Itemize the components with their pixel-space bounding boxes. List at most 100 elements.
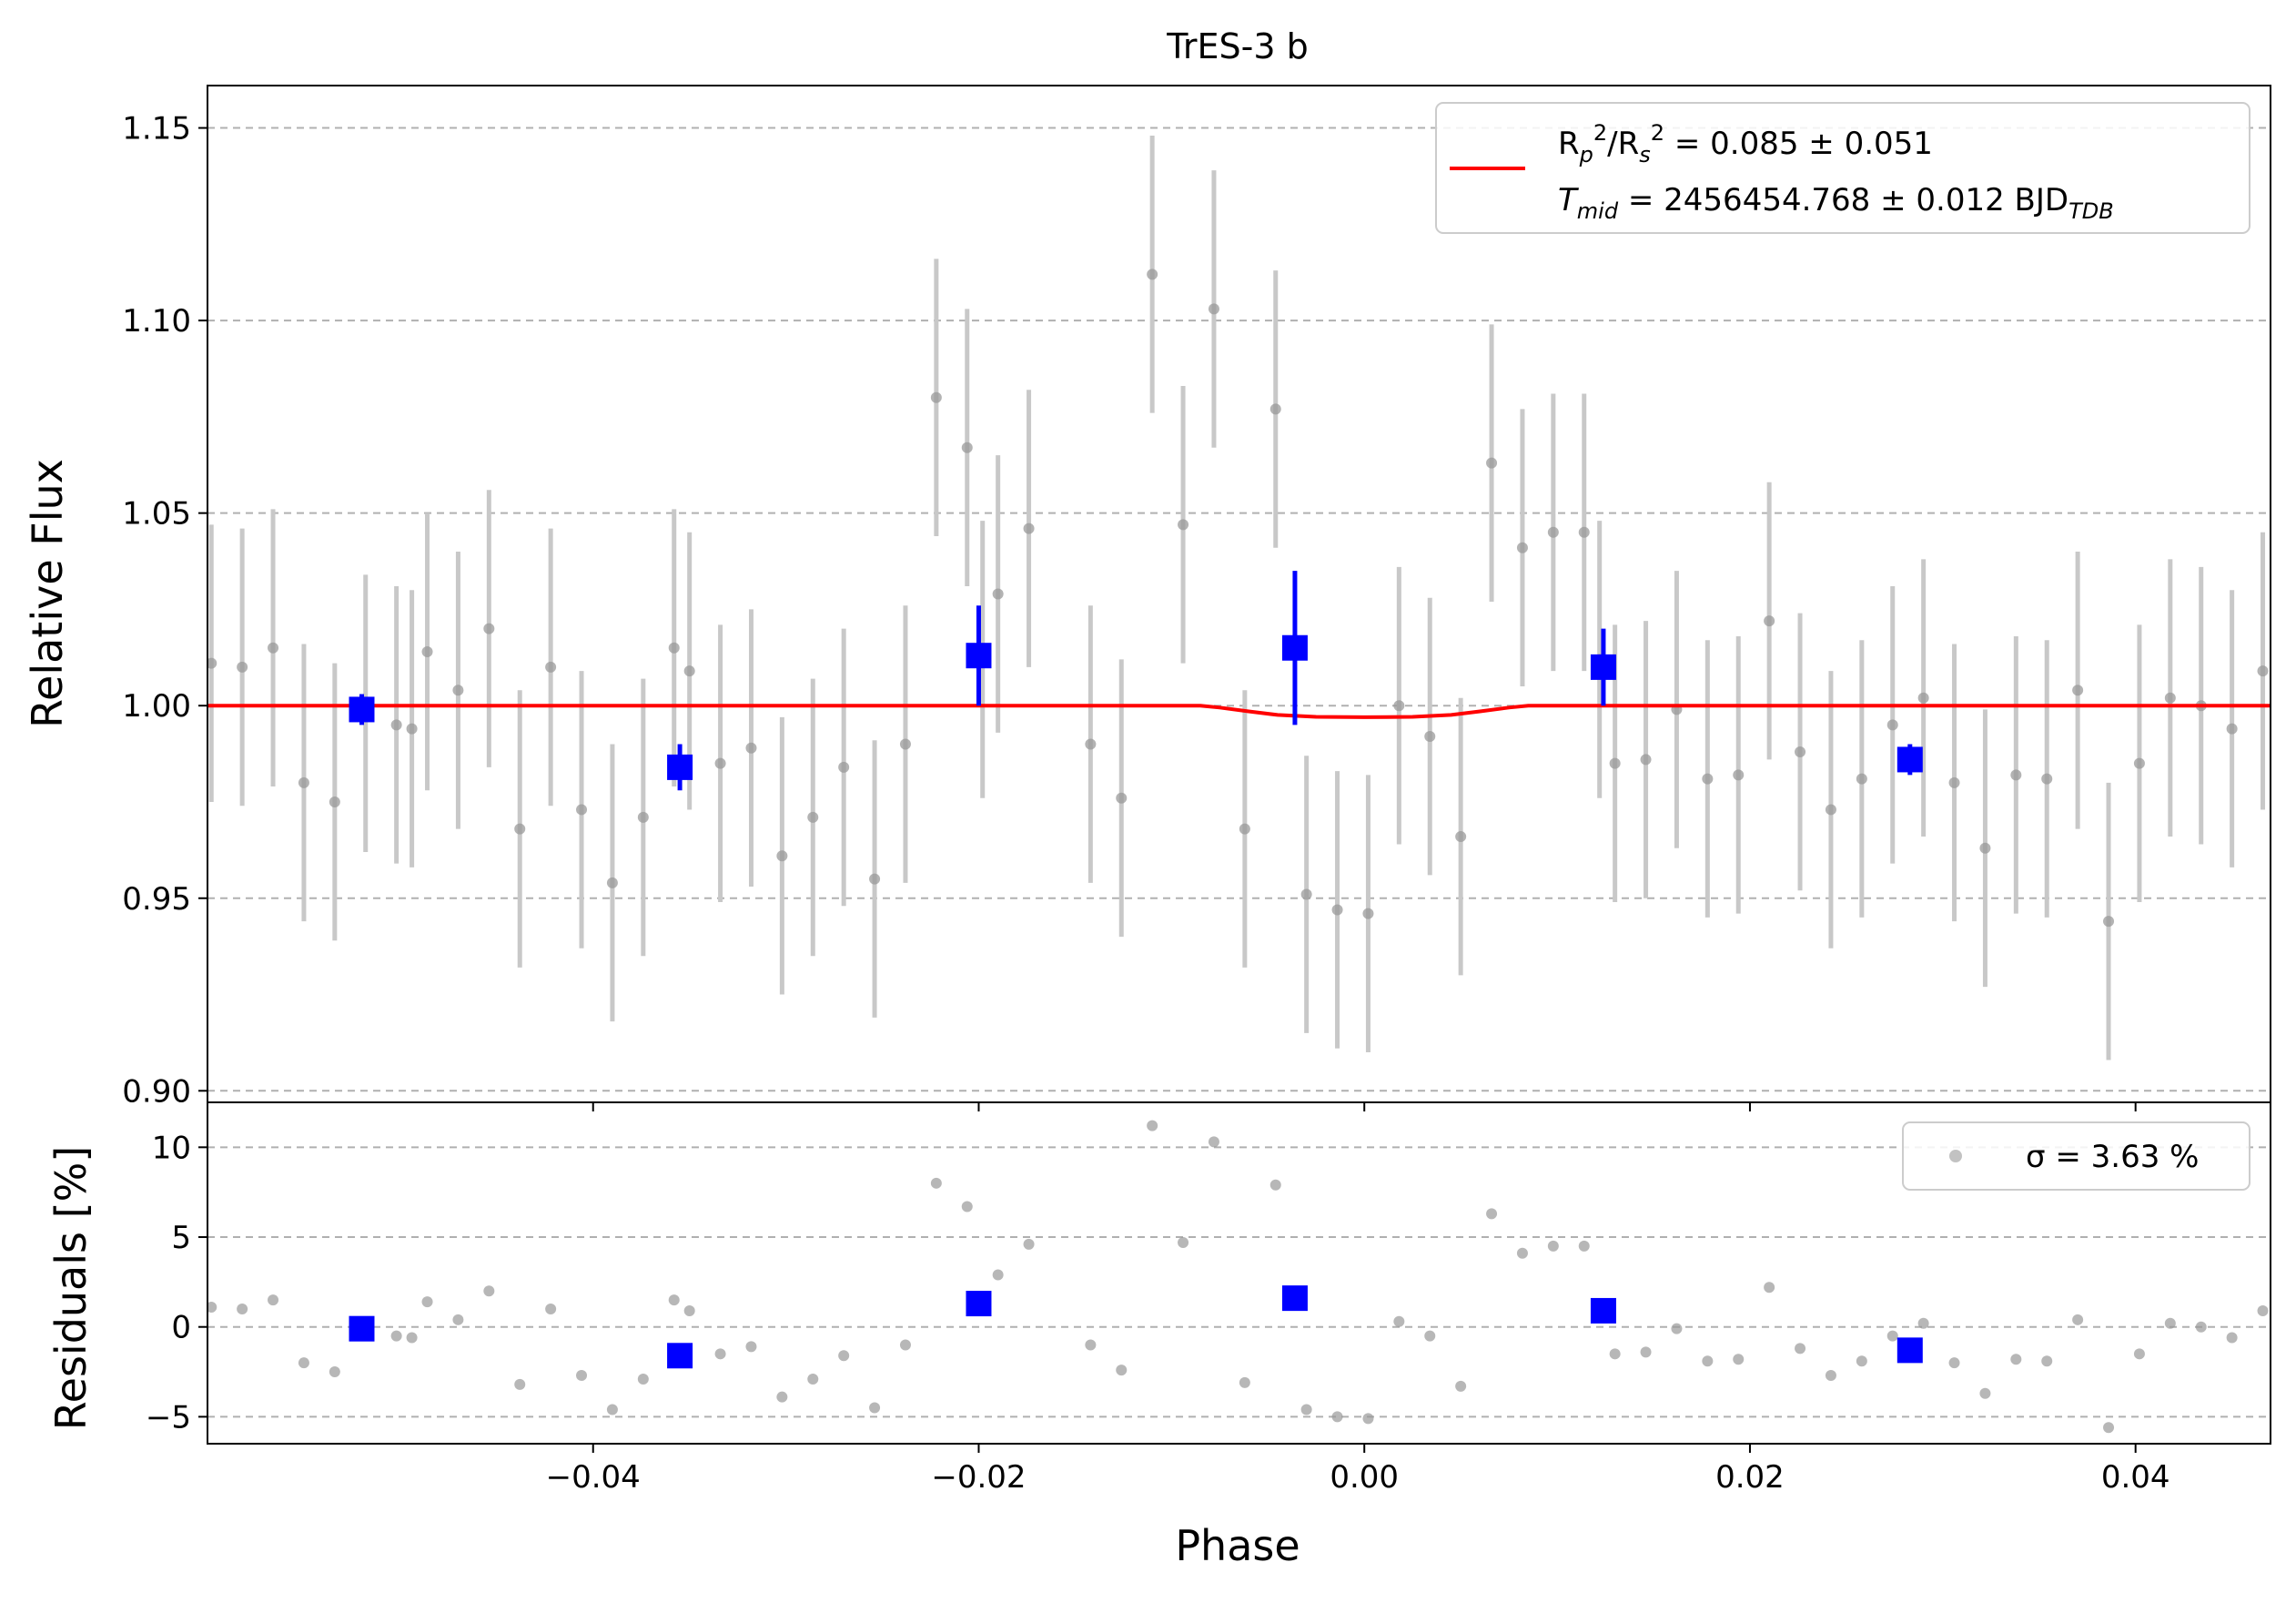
binned-flux-point — [667, 754, 693, 780]
flux-y-tick-label: 0.95 — [122, 881, 191, 918]
raw-residual-point — [992, 1269, 1004, 1281]
raw-residual-point — [483, 1285, 495, 1297]
raw-residual-point — [1886, 1330, 1898, 1342]
binned-flux-point — [349, 696, 375, 723]
residuals-panel-frame — [207, 1101, 2271, 1445]
raw-residual-point — [2010, 1354, 2022, 1365]
raw-residual-point — [1147, 1120, 1158, 1131]
raw-flux-point — [838, 761, 850, 773]
raw-residual-point — [1825, 1370, 1836, 1381]
raw-flux-point — [1516, 542, 1528, 553]
raw-flux-point — [298, 776, 309, 788]
raw-residual-point — [2164, 1317, 2176, 1329]
raw-flux-point — [421, 645, 433, 657]
raw-flux-point — [406, 723, 418, 735]
raw-flux-point — [1733, 769, 1745, 781]
raw-residual-point — [961, 1201, 973, 1212]
raw-flux-point — [776, 850, 788, 862]
raw-residual-point — [1702, 1355, 1714, 1367]
raw-flux-point — [329, 796, 340, 807]
raw-residual-point — [776, 1391, 788, 1403]
raw-flux-point — [2103, 916, 2115, 928]
raw-residual-point — [1362, 1413, 1374, 1425]
residual-y-tick-label: 10 — [152, 1130, 191, 1166]
raw-flux-point — [745, 742, 757, 754]
raw-flux-point — [2041, 773, 2053, 785]
raw-flux-point — [1948, 776, 1960, 788]
raw-flux-point — [1300, 888, 1312, 900]
raw-residual-points — [207, 1120, 2269, 1434]
flux-panel: 0.90 0.95 1.00 1.05 1.10 1.15 Relative Flux R… — [23, 85, 2271, 1110]
raw-residual-point — [1764, 1282, 1775, 1294]
residual-y-tick-label: −5 — [146, 1399, 191, 1436]
raw-flux-point — [992, 588, 1004, 600]
raw-flux-point — [545, 661, 557, 673]
raw-residual-point — [745, 1341, 757, 1353]
raw-residual-point — [1424, 1330, 1436, 1342]
residual-y-axis-label: Residuals [%] — [46, 1146, 96, 1430]
flux-y-ticks: 0.90 0.95 1.00 1.05 1.10 1.15 — [122, 111, 207, 1110]
flux-y-tick-label: 1.05 — [122, 496, 191, 533]
raw-flux-point — [1547, 526, 1559, 538]
binned-residual-point — [966, 1291, 992, 1317]
raw-flux-point — [683, 665, 695, 677]
raw-flux-point — [1023, 522, 1035, 534]
raw-residual-point — [2195, 1321, 2207, 1333]
binned-flux-point — [1590, 654, 1616, 680]
raw-flux-point — [1795, 746, 1806, 757]
binned-flux-point — [1896, 746, 1923, 773]
raw-flux-point — [1764, 615, 1775, 627]
raw-residual-point — [298, 1357, 309, 1369]
raw-flux-point — [2257, 665, 2269, 677]
legend-depth-text: Rp2/Rs2 = 0.085 ± 0.051 — [1558, 120, 1933, 167]
raw-flux-point — [483, 623, 495, 634]
raw-residual-point — [207, 1302, 217, 1313]
raw-flux-point — [1825, 804, 1836, 816]
raw-flux-point — [2072, 685, 2084, 696]
raw-flux-point — [2133, 757, 2145, 769]
raw-residual-point — [1208, 1136, 1219, 1148]
x-tick-label: −0.02 — [931, 1459, 1026, 1496]
raw-residual-point — [1178, 1236, 1189, 1248]
raw-residual-point — [421, 1296, 433, 1308]
raw-flux-point — [1208, 303, 1219, 315]
flux-legend-box — [1435, 102, 2250, 234]
flux-y-tick-label: 0.90 — [122, 1073, 191, 1110]
raw-flux-point — [1702, 773, 1714, 785]
raw-flux-point — [1917, 692, 1929, 704]
binned-flux-point — [1281, 634, 1308, 661]
raw-residual-point — [606, 1404, 618, 1415]
raw-residual-point — [1917, 1317, 1929, 1329]
raw-flux-point — [1362, 908, 1374, 919]
raw-residual-point — [452, 1314, 464, 1325]
flux-legend: Rp2/Rs2 = 0.085 ± 0.051 Tmid = 2456454.7… — [1435, 102, 2250, 234]
raw-residual-point — [2041, 1355, 2053, 1367]
raw-flux-point — [807, 811, 819, 823]
raw-flux-point — [1979, 842, 1991, 854]
x-tick-label: −0.04 — [546, 1459, 641, 1496]
residual-y-tick-label: 5 — [171, 1220, 191, 1256]
legend-tmid-text: Tmid = 2456454.768 ± 0.012 BJDTDB — [1558, 182, 2114, 224]
raw-residual-point — [1455, 1380, 1467, 1392]
raw-residual-point — [1609, 1348, 1621, 1360]
raw-flux-point — [1178, 519, 1189, 531]
raw-residual-point — [1486, 1208, 1498, 1220]
raw-flux-point — [637, 811, 649, 823]
raw-residual-point — [406, 1332, 418, 1344]
raw-flux-point — [1116, 792, 1128, 804]
raw-residual-point — [2103, 1422, 2115, 1434]
raw-flux-point — [1486, 457, 1498, 469]
raw-flux-point — [1886, 719, 1898, 731]
raw-residual-point — [390, 1330, 402, 1342]
raw-flux-point — [1640, 754, 1652, 766]
raw-residual-point — [683, 1304, 695, 1316]
raw-residual-point — [838, 1350, 850, 1362]
flux-y-tick-label: 1.10 — [122, 303, 191, 340]
raw-flux-point — [1609, 757, 1621, 769]
raw-flux-point — [2010, 769, 2022, 781]
raw-flux-point — [452, 685, 464, 696]
raw-flux-point — [714, 757, 726, 769]
raw-residual-point — [1300, 1404, 1312, 1415]
raw-flux-point — [1269, 403, 1281, 415]
